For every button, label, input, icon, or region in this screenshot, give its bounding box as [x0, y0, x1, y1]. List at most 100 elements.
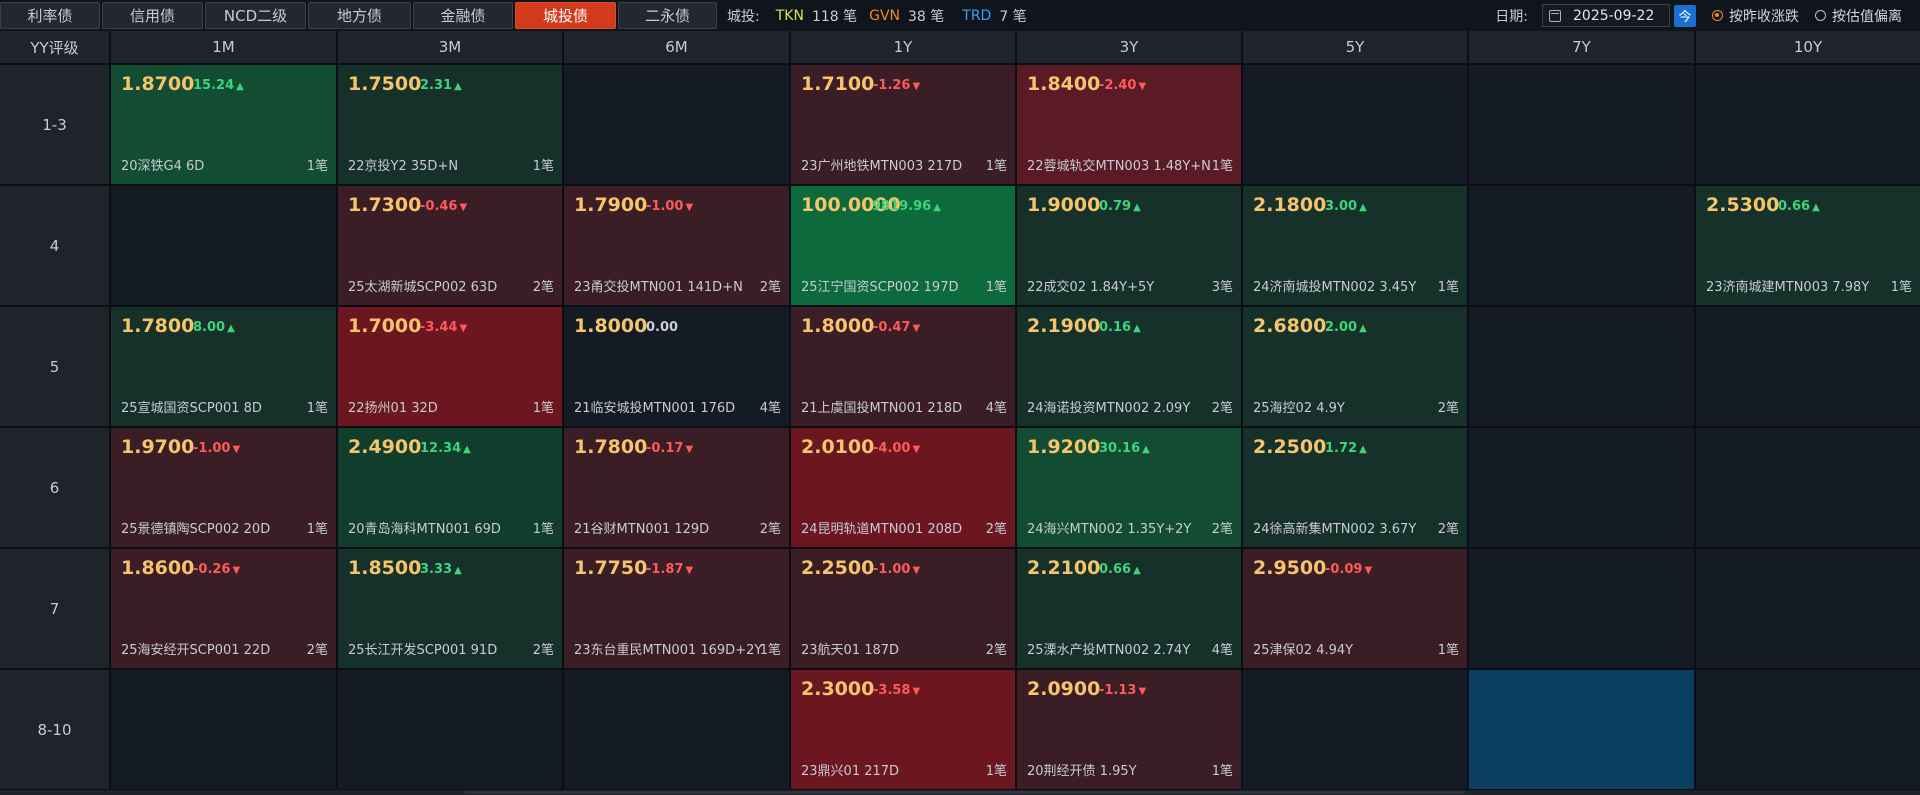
empty-cell[interactable] [1696, 65, 1920, 186]
quote-cell[interactable]: 1.7100 -1.26 ▼ 23广州地铁MTN003 217D 1笔 [791, 65, 1017, 186]
yield-value: 1.7800 [574, 436, 648, 458]
column-header-6m[interactable]: 6M [564, 31, 791, 63]
tab-0[interactable]: 利率债 [0, 2, 100, 29]
empty-cell[interactable] [1696, 549, 1920, 670]
quote-cell[interactable]: 1.8500 3.33 ▲ 25长江开发SCP001 91D 2笔 [338, 549, 564, 670]
empty-cell[interactable] [564, 65, 791, 186]
trade-count: 1笔 [1437, 280, 1459, 295]
column-header-1m[interactable]: 1M [111, 31, 338, 63]
arrow-down-icon: ▼ [685, 202, 694, 213]
yield-value: 1.7750 [574, 557, 648, 579]
empty-cell[interactable] [1696, 307, 1920, 428]
quote-cell[interactable]: 2.3000 -3.58 ▼ 23鼎兴01 217D 1笔 [791, 670, 1017, 791]
empty-cell[interactable] [111, 186, 338, 307]
quote-cell[interactable]: 1.8000 -0.47 ▼ 21上虞国投MTN001 218D 4笔 [791, 307, 1017, 428]
date-picker[interactable]: 2025-09-22 [1542, 4, 1670, 27]
quote-cell[interactable]: 2.5300 0.66 ▲ 23济南城建MTN003 7.98Y 1笔 [1696, 186, 1920, 307]
radio-label: 按估值偏离 [1832, 8, 1902, 25]
arrow-up-icon: ▲ [1142, 444, 1150, 455]
quote-cell[interactable]: 1.8000 0.00 21临安城投MTN001 176D 4笔 [564, 307, 791, 428]
quote-cell[interactable]: 100.0000 9819.96 ▲ 25江宁国资SCP002 197D 1笔 [791, 186, 1017, 307]
empty-cell[interactable] [1696, 428, 1920, 549]
tab-2[interactable]: NCD二级 [205, 2, 306, 29]
quote-cell[interactable]: 2.6800 2.00 ▲ 25海控02 4.9Y 2笔 [1243, 307, 1469, 428]
bond-name: 21谷财MTN001 129D [574, 522, 710, 537]
trade-count: 2笔 [532, 643, 554, 658]
radio-by-valuation[interactable]: 按估值偏离 [1815, 6, 1902, 26]
column-header-5y[interactable]: 5Y [1243, 31, 1469, 63]
empty-cell[interactable] [1696, 670, 1920, 791]
empty-cell[interactable] [1469, 670, 1696, 791]
yield-value: 1.8500 [348, 557, 422, 579]
empty-cell[interactable] [1469, 307, 1696, 428]
empty-cell[interactable] [1469, 65, 1696, 186]
bond-name: 25津保02 4.94Y [1253, 643, 1354, 658]
column-header-3m[interactable]: 3M [338, 31, 564, 63]
empty-cell[interactable] [338, 670, 564, 791]
today-button[interactable]: 今 [1674, 4, 1696, 27]
bond-name: 25宣城国资SCP001 8D [121, 401, 262, 416]
bond-name: 23甬交投MTN001 141D+N [574, 280, 743, 295]
quote-cell[interactable]: 2.4900 12.34 ▲ 20青岛海科MTN001 69D 1笔 [338, 428, 564, 549]
horizontal-scrollbar[interactable] [0, 790, 1920, 795]
quote-cell[interactable]: 1.7800 -0.17 ▼ 21谷财MTN001 129D 2笔 [564, 428, 791, 549]
arrow-up-icon: ▲ [1133, 323, 1141, 334]
quote-cell[interactable]: 1.9000 0.79 ▲ 22成交02 1.84Y+5Y 3笔 [1017, 186, 1243, 307]
empty-cell[interactable] [111, 670, 338, 791]
column-header-10y[interactable]: 10Y [1696, 31, 1920, 63]
quote-cell[interactable]: 1.8700 15.24 ▲ 20深铁G4 6D 1笔 [111, 65, 338, 186]
quote-cell[interactable]: 1.7500 2.31 ▲ 22京投Y2 35D+N 1笔 [338, 65, 564, 186]
radio-label: 按昨收涨跌 [1729, 8, 1799, 25]
bond-type-tabs: 利率债 信用债 NCD二级 地方债 金融债 城投债 二永债 [0, 0, 719, 31]
change-text: -3.44 [420, 320, 458, 335]
bond-name: 22京投Y2 35D+N [348, 159, 459, 174]
quote-cell[interactable]: 2.2500 1.72 ▲ 24徐高新集MTN002 3.67Y 2笔 [1243, 428, 1469, 549]
quote-cell[interactable]: 2.1800 3.00 ▲ 24济南城投MTN002 3.45Y 1笔 [1243, 186, 1469, 307]
empty-cell[interactable] [1469, 428, 1696, 549]
arrow-up-icon: ▲ [1359, 323, 1367, 334]
change-value: -0.17 ▼ [646, 441, 693, 456]
row-header: 6 [0, 428, 111, 549]
tab-5[interactable]: 城投债 [515, 2, 616, 29]
column-header-7y[interactable]: 7Y [1469, 31, 1696, 63]
quote-cell[interactable]: 1.7800 8.00 ▲ 25宣城国资SCP001 8D 1笔 [111, 307, 338, 428]
empty-cell[interactable] [1243, 65, 1469, 186]
quote-cell[interactable]: 2.0900 -1.13 ▼ 20荆经开债 1.95Y 1笔 [1017, 670, 1243, 791]
quote-cell[interactable]: 1.7000 -3.44 ▼ 22扬州01 32D 1笔 [338, 307, 564, 428]
column-header-3y[interactable]: 3Y [1017, 31, 1243, 63]
tab-4[interactable]: 金融债 [413, 2, 513, 29]
quote-cell[interactable]: 2.0100 -4.00 ▼ 24昆明轨道MTN001 208D 2笔 [791, 428, 1017, 549]
row-header: 8-10 [0, 670, 111, 791]
quote-cell[interactable]: 1.7750 -1.87 ▼ 23东台重民MTN001 169D+2Y 1笔 [564, 549, 791, 670]
tab-1[interactable]: 信用债 [102, 2, 203, 29]
tab-6[interactable]: 二永债 [618, 2, 717, 29]
bond-name: 25景德镇陶SCP002 20D [121, 522, 271, 537]
quote-cell[interactable]: 2.2100 0.66 ▲ 25溧水产投MTN002 2.74Y 4笔 [1017, 549, 1243, 670]
scrollbar-thumb[interactable] [465, 791, 1465, 794]
change-value: -4.00 ▼ [873, 441, 920, 456]
column-header-1y[interactable]: 1Y [791, 31, 1017, 63]
yield-value: 1.7500 [348, 73, 422, 95]
quote-cell[interactable]: 1.9200 30.16 ▲ 24海兴MTN002 1.35Y+2Y 2笔 [1017, 428, 1243, 549]
yield-value: 1.8600 [121, 557, 195, 579]
quote-cell[interactable]: 1.7300 -0.46 ▼ 25太湖新城SCP002 63D 2笔 [338, 186, 564, 307]
quote-cell[interactable]: 2.9500 -0.09 ▼ 25津保02 4.94Y 1笔 [1243, 549, 1469, 670]
quote-cell[interactable]: 1.8400 -2.40 ▼ 22蓉城轨交MTN003 1.48Y+N 1笔 [1017, 65, 1243, 186]
arrow-down-icon: ▼ [912, 686, 921, 697]
arrow-down-icon: ▼ [685, 565, 694, 576]
quote-cell[interactable]: 1.8600 -0.26 ▼ 25海安经开SCP001 22D 2笔 [111, 549, 338, 670]
change-text: -2.40 [1099, 78, 1137, 93]
empty-cell[interactable] [1469, 549, 1696, 670]
quote-cell[interactable]: 1.7900 -1.00 ▼ 23甬交投MTN001 141D+N 2笔 [564, 186, 791, 307]
yield-value: 2.2500 [801, 557, 875, 579]
bond-name: 25长江开发SCP001 91D [348, 643, 498, 658]
date-value: 2025-09-22 [1573, 7, 1655, 24]
empty-cell[interactable] [1243, 670, 1469, 791]
empty-cell[interactable] [1469, 186, 1696, 307]
radio-by-prev-close[interactable]: 按昨收涨跌 [1712, 6, 1799, 26]
quote-cell[interactable]: 2.2500 -1.00 ▼ 23航天01 187D 2笔 [791, 549, 1017, 670]
quote-cell[interactable]: 1.9700 -1.00 ▼ 25景德镇陶SCP002 20D 1笔 [111, 428, 338, 549]
empty-cell[interactable] [564, 670, 791, 791]
tab-3[interactable]: 地方债 [308, 2, 411, 29]
quote-cell[interactable]: 2.1900 0.16 ▲ 24海诺投资MTN002 2.09Y 2笔 [1017, 307, 1243, 428]
